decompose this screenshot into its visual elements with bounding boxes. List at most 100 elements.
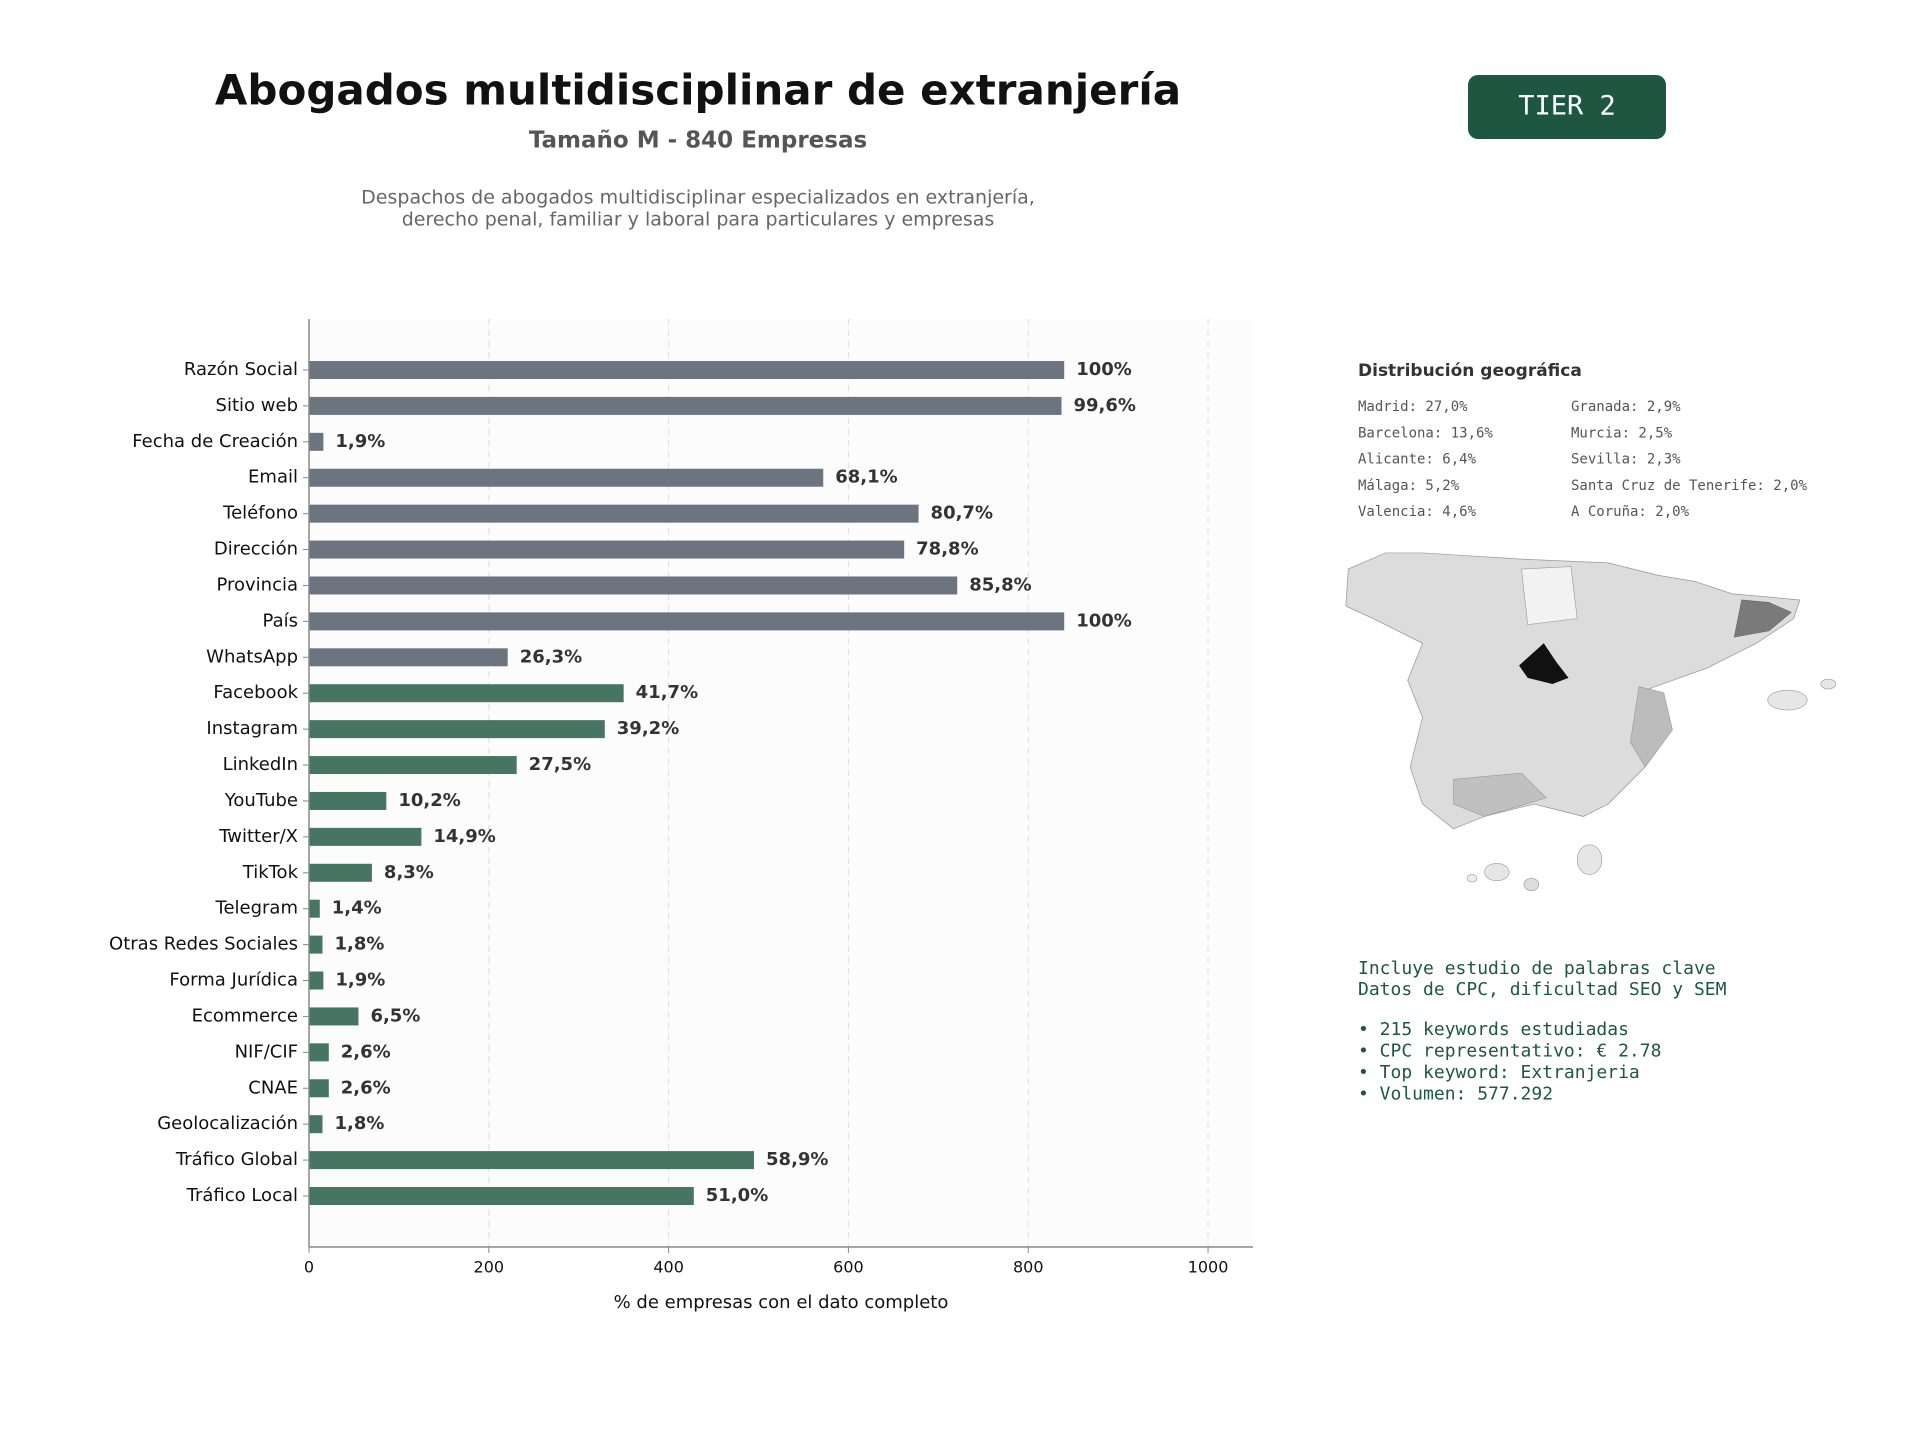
y-tick-label: CNAE: [248, 1077, 298, 1098]
value-label: 51,0%: [706, 1185, 768, 1206]
geo-item: Alicante: 6,4%: [1358, 452, 1477, 468]
value-label: 85,8%: [969, 574, 1031, 595]
y-tick-label: Telegram: [215, 898, 298, 919]
x-tick-label: 200: [474, 1258, 505, 1277]
y-tick-label: Geolocalización: [157, 1113, 298, 1134]
geo-item: Murcia: 2,5%: [1571, 425, 1673, 441]
map-madrid: [1519, 643, 1569, 685]
value-label: 39,2%: [617, 718, 679, 739]
value-label: 14,9%: [433, 826, 495, 847]
bar: [309, 1043, 329, 1062]
y-tick-label: Tráfico Global: [175, 1149, 298, 1170]
bar: [309, 935, 323, 954]
bar: [309, 361, 1065, 379]
value-label: 58,9%: [766, 1149, 828, 1170]
map-islands: [1576, 844, 1603, 875]
y-tick-label: Twitter/X: [218, 826, 298, 847]
keyword-bullet: • CPC representativo: € 2.78: [1358, 1041, 1661, 1062]
bar: [309, 612, 1065, 631]
y-tick-label: Tráfico Local: [186, 1185, 298, 1206]
x-tick-label: 800: [1013, 1258, 1044, 1277]
value-label: 1,9%: [335, 970, 385, 991]
plot-area: [309, 319, 1253, 1247]
geo-item: Valencia: 4,6%: [1358, 504, 1477, 520]
x-tick-label: 0: [304, 1258, 314, 1277]
bar: [309, 648, 508, 667]
bar: [309, 756, 517, 775]
keyword-intro: Incluye estudio de palabras clave: [1358, 958, 1716, 979]
y-tick-label: TikTok: [242, 862, 299, 883]
keyword-intro: Datos de CPC, dificultad SEO y SEM: [1358, 979, 1727, 1000]
y-tick-label: Ecommerce: [192, 1005, 298, 1026]
value-label: 10,2%: [398, 790, 460, 811]
bar: [309, 791, 387, 810]
value-label: 99,6%: [1074, 395, 1136, 416]
y-tick-label: Provincia: [216, 574, 298, 595]
bar: [309, 540, 905, 559]
y-tick-label: LinkedIn: [223, 754, 298, 775]
bar: [309, 899, 320, 918]
bar: [309, 1115, 323, 1134]
map-islands: [1523, 877, 1540, 891]
value-label: 100%: [1076, 610, 1132, 631]
bar: [309, 504, 919, 523]
value-label: 26,3%: [520, 646, 582, 667]
y-tick-label: Sitio web: [216, 395, 298, 416]
geo-item: Granada: 2,9%: [1571, 399, 1681, 415]
y-tick-label: Instagram: [206, 718, 298, 739]
keyword-bullet: • Top keyword: Extranjeria: [1358, 1062, 1640, 1083]
geo-item: Sevilla: 2,3%: [1571, 452, 1681, 468]
value-label: 41,7%: [636, 682, 698, 703]
bar: [309, 576, 958, 595]
chart-subtitle: Tamaño M - 840 Empresas: [529, 128, 867, 154]
y-tick-label: Teléfono: [222, 503, 298, 524]
map-islands: [1820, 678, 1837, 690]
bar: [309, 827, 422, 846]
value-label: 2,6%: [341, 1077, 391, 1098]
bar: [309, 432, 324, 451]
map-islands: [1767, 689, 1808, 711]
y-tick-label: Forma Jurídica: [169, 970, 298, 991]
description: Despachos de abogados multidisciplinar e…: [361, 187, 1035, 209]
bar: [309, 971, 324, 990]
y-tick-label: Razón Social: [184, 359, 298, 380]
geo-title: Distribución geográfica: [1358, 361, 1582, 381]
y-tick-label: NIF/CIF: [235, 1041, 298, 1062]
keyword-bullet: • Volumen: 577.292: [1358, 1084, 1553, 1105]
value-label: 1,8%: [334, 934, 384, 955]
chart-title: Abogados multidisciplinar de extranjería: [215, 66, 1181, 115]
map-islands: [1484, 863, 1510, 882]
bar: [309, 863, 372, 882]
badge: [1468, 75, 1666, 139]
value-label: 68,1%: [835, 467, 897, 488]
keyword-bullet: • 215 keywords estudiadas: [1358, 1019, 1629, 1040]
map-region: [1521, 566, 1578, 626]
bar: [309, 1187, 694, 1205]
value-label: 100%: [1076, 359, 1132, 380]
x-tick-label: 400: [653, 1258, 684, 1277]
bar: [309, 1007, 359, 1026]
bar: [309, 684, 624, 703]
x-tick-label: 600: [833, 1258, 864, 1277]
x-axis-label: % de empresas con el dato completo: [614, 1292, 949, 1313]
value-label: 1,8%: [334, 1113, 384, 1134]
value-label: 1,4%: [332, 898, 382, 919]
bar: [309, 468, 824, 487]
map-region: [1630, 686, 1673, 768]
y-tick-label: YouTube: [224, 790, 298, 811]
y-tick-label: Dirección: [214, 539, 298, 560]
bar: [309, 396, 1062, 415]
badge-label: TIER 2: [1518, 91, 1616, 122]
y-tick-label: WhatsApp: [206, 646, 298, 667]
geo-item: Santa Cruz de Tenerife: 2,0%: [1571, 478, 1808, 494]
y-tick-label: País: [263, 610, 298, 631]
value-label: 6,5%: [370, 1005, 420, 1026]
map-islands: [1466, 874, 1478, 883]
value-label: 8,3%: [384, 862, 434, 883]
value-label: 27,5%: [529, 754, 591, 775]
geo-item: Madrid: 27,0%: [1358, 399, 1468, 415]
x-tick-label: 1000: [1188, 1258, 1229, 1277]
value-label: 80,7%: [931, 503, 993, 524]
